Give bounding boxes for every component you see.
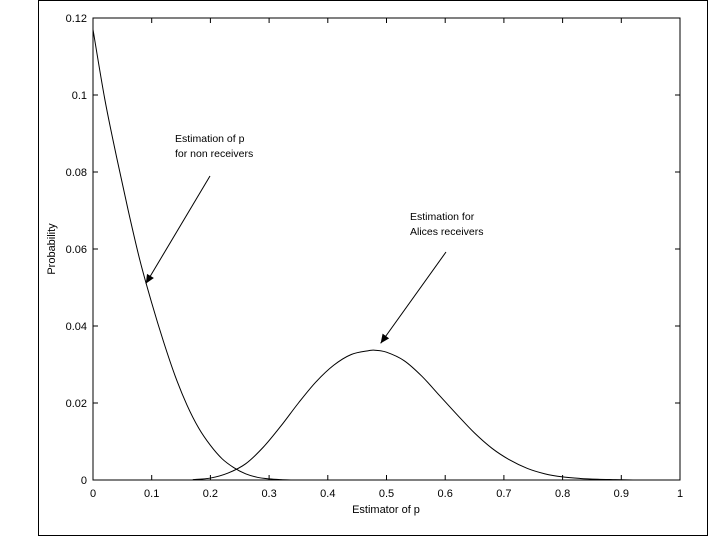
y-tick-label: 0.1 xyxy=(72,90,87,102)
y-axis-label: Probability xyxy=(46,223,58,275)
x-axis: 0 0.1 0.2 0.3 0.4 0.5 0.6 0.7 0.8 0.9 1 xyxy=(90,18,683,500)
annotation-arrow xyxy=(145,175,211,284)
x-axis-label: Estimator of p xyxy=(352,504,420,516)
plot-area xyxy=(92,17,681,481)
x-tick-label: 0.5 xyxy=(379,488,394,500)
annotation-arrow xyxy=(380,251,447,344)
annotation-text: Estimation for xyxy=(410,211,475,223)
x-tick-label: 0.1 xyxy=(144,488,159,500)
annotation-text: for non receivers xyxy=(175,148,253,160)
x-tick-label: 0.4 xyxy=(320,488,335,500)
x-tick-label: 1 xyxy=(677,488,683,500)
annotation-arrowhead xyxy=(380,333,390,344)
annotations: Estimation of p for non receivers Estimati… xyxy=(145,133,484,344)
y-tick-label: 0 xyxy=(81,475,87,487)
annotation-arrowhead xyxy=(145,273,154,284)
figure-frame xyxy=(38,0,708,536)
x-tick-label: 0.6 xyxy=(438,488,453,500)
y-tick-label: 0.04 xyxy=(66,321,87,333)
x-tick-label: 0.8 xyxy=(555,488,570,500)
x-tick-label: 0.3 xyxy=(261,488,276,500)
series-line-1 xyxy=(92,29,293,481)
x-tick-label: 0.7 xyxy=(496,488,511,500)
x-tick-label: 0 xyxy=(90,488,96,500)
y-axis: 0 0.02 0.04 0.06 0.08 0.1 0.12 xyxy=(66,13,680,487)
series-line-2 xyxy=(192,349,634,481)
annotation-text: Estimation of p xyxy=(175,133,245,145)
annotation-text: Alices receivers xyxy=(410,226,484,238)
y-tick-label: 0.02 xyxy=(66,398,87,410)
x-tick-label: 0.9 xyxy=(614,488,629,500)
y-tick-label: 0.06 xyxy=(66,244,87,256)
series-group xyxy=(92,29,634,481)
x-tick-label: 0.2 xyxy=(203,488,218,500)
y-tick-label: 0.08 xyxy=(66,167,87,179)
y-tick-label: 0.12 xyxy=(66,13,87,25)
